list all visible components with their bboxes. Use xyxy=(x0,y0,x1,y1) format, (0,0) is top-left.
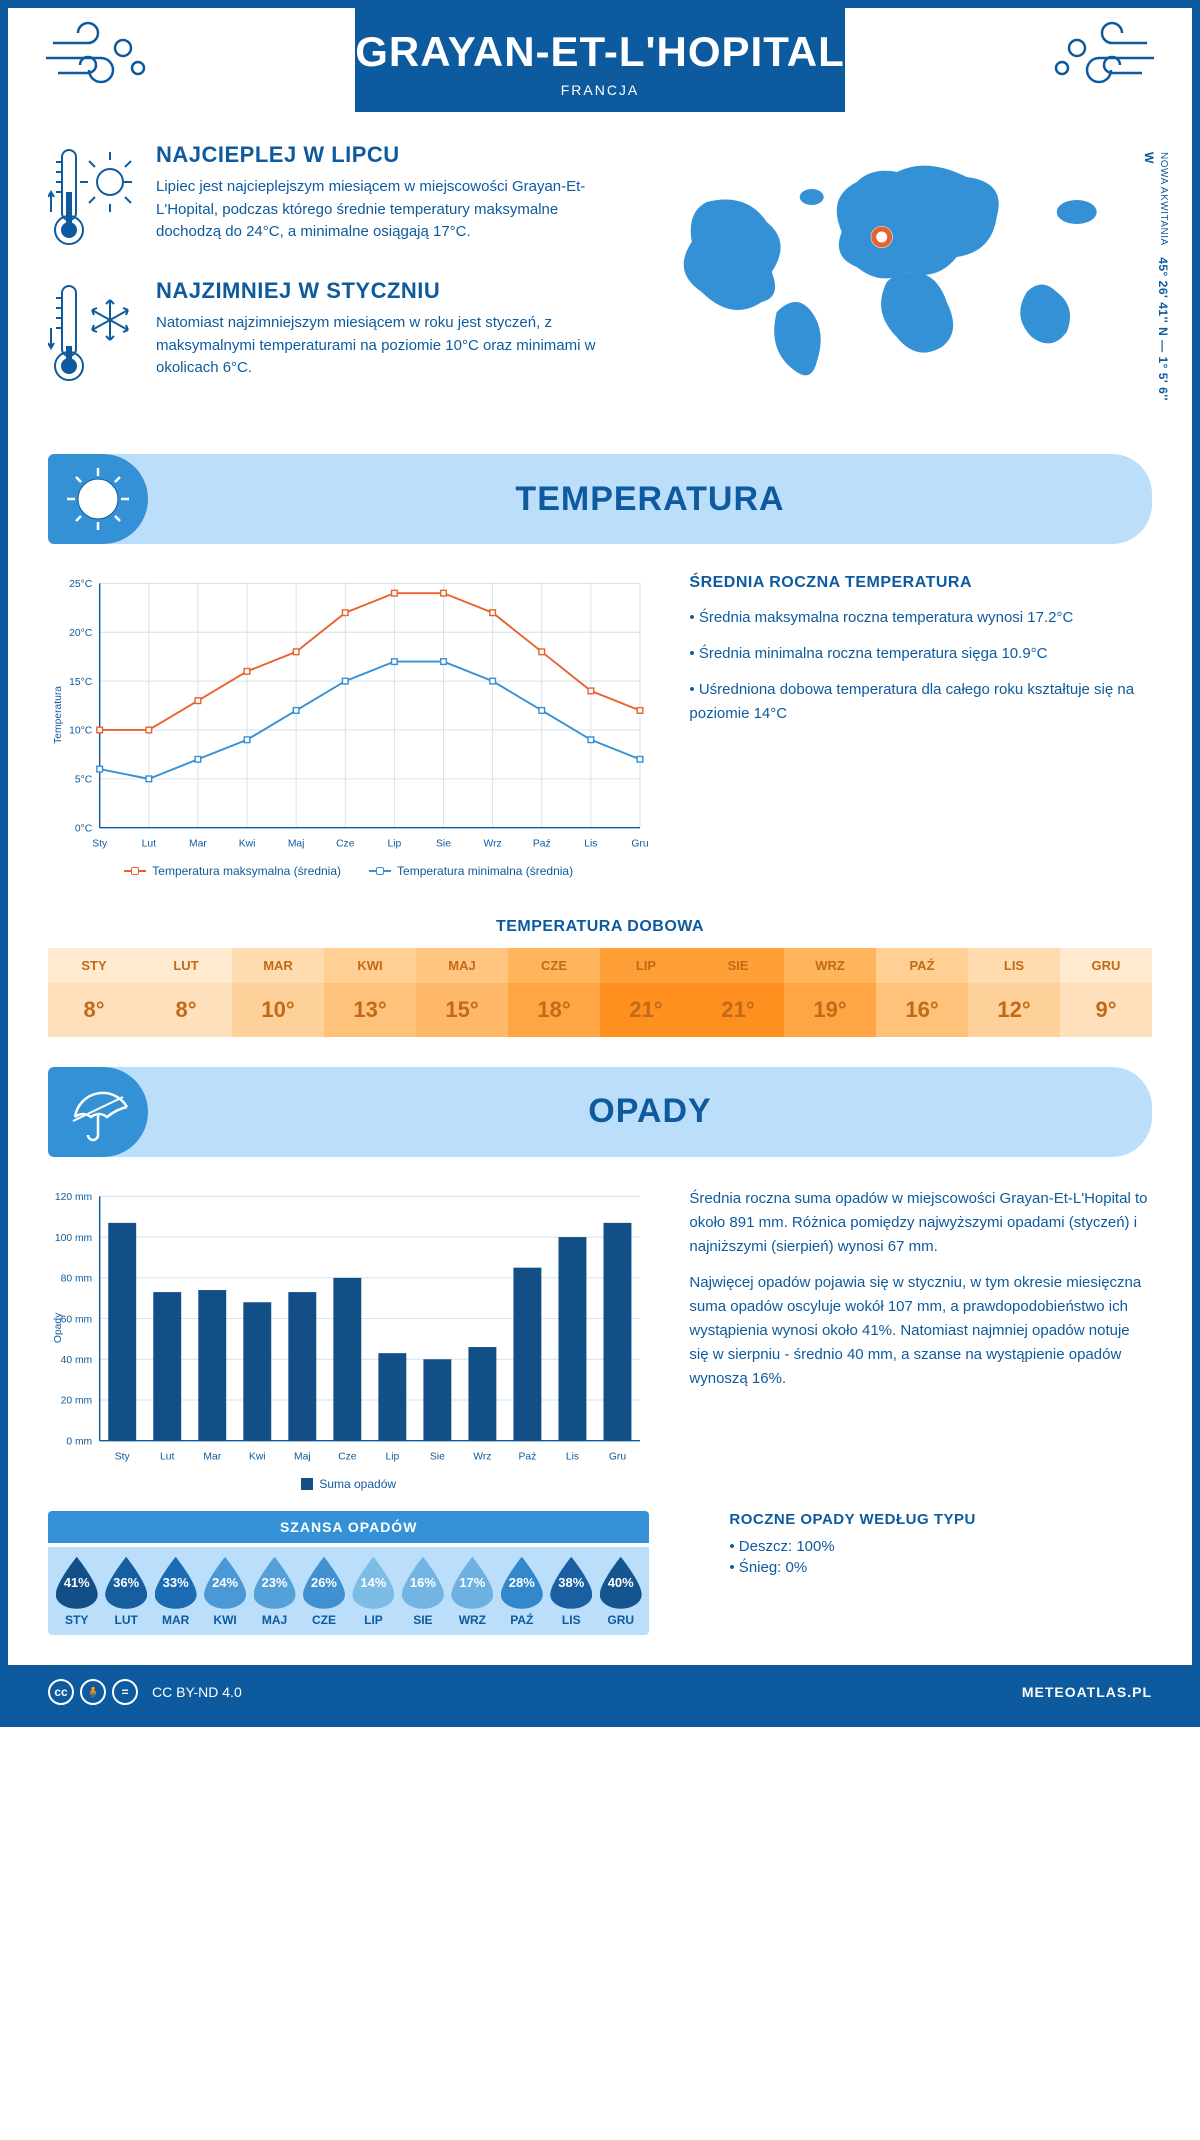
header-banner: GRAYAN-ET-L'HOPITAL FRANCJA xyxy=(355,8,844,112)
by-icon: 🧍 xyxy=(80,1679,106,1705)
svg-text:Lip: Lip xyxy=(385,1451,399,1462)
svg-text:Kwi: Kwi xyxy=(239,838,256,849)
svg-text:Gru: Gru xyxy=(631,838,648,849)
page-title: GRAYAN-ET-L'HOPITAL xyxy=(355,28,844,76)
svg-text:20 mm: 20 mm xyxy=(61,1396,93,1407)
umbrella-icon xyxy=(48,1067,148,1157)
cold-text: Natomiast najzimniejszym miesiącem w rok… xyxy=(156,312,611,380)
svg-text:15°C: 15°C xyxy=(69,677,93,688)
svg-text:Sty: Sty xyxy=(92,838,108,849)
precip-text-1: Średnia roczna suma opadów w miejscowośc… xyxy=(689,1187,1152,1259)
svg-text:Lis: Lis xyxy=(566,1451,579,1462)
precip-types-title: ROCZNE OPADY WEDŁUG TYPU xyxy=(729,1511,1112,1528)
svg-text:Kwi: Kwi xyxy=(249,1451,266,1462)
svg-text:Mar: Mar xyxy=(189,838,207,849)
svg-text:25°C: 25°C xyxy=(69,579,93,590)
footer: cc 🧍 = CC BY-ND 4.0 METEOATLAS.PL xyxy=(8,1665,1192,1719)
wind-icon xyxy=(1042,18,1162,98)
license-label: CC BY-ND 4.0 xyxy=(152,1684,242,1700)
svg-text:5°C: 5°C xyxy=(75,775,93,786)
svg-text:80 mm: 80 mm xyxy=(61,1273,93,1284)
svg-text:100 mm: 100 mm xyxy=(55,1233,92,1244)
nd-icon: = xyxy=(112,1679,138,1705)
daily-temp-title: TEMPERATURA DOBOWA xyxy=(8,918,1192,936)
precipitation-bar-chart: 0 mm 20 mm 40 mm 60 mm 80 mm 100 mm 120 mm Opad… xyxy=(48,1187,649,1469)
temp-avg-title: ŚREDNIA ROCZNA TEMPERATURA xyxy=(689,574,1152,592)
cold-title: NAJZIMNIEJ W STYCZNIU xyxy=(156,278,611,304)
svg-text:0°C: 0°C xyxy=(75,823,93,834)
precip-types-list: • Deszcz: 100%• Śnieg: 0% xyxy=(729,1538,1112,1576)
svg-text:Sie: Sie xyxy=(430,1451,445,1462)
svg-text:10°C: 10°C xyxy=(69,726,93,737)
svg-text:20°C: 20°C xyxy=(69,628,93,639)
svg-text:Gru: Gru xyxy=(609,1451,626,1462)
svg-text:Lut: Lut xyxy=(160,1451,174,1462)
svg-text:Lip: Lip xyxy=(387,838,401,849)
svg-text:40 mm: 40 mm xyxy=(61,1355,93,1366)
chance-row: 41%STY36%LUT33%MAR24%KWI23%MAJ26%CZE14%L… xyxy=(48,1547,649,1635)
daily-temp-table: STY8°LUT8°MAR10°KWI13°MAJ15°CZE18°LIP21°… xyxy=(48,948,1152,1037)
svg-text:Sty: Sty xyxy=(115,1451,131,1462)
svg-text:Sie: Sie xyxy=(436,838,451,849)
precip-section-banner: OPADY xyxy=(48,1067,1152,1157)
site-label: METEOATLAS.PL xyxy=(1022,1684,1152,1700)
svg-text:Paź: Paź xyxy=(533,838,551,849)
sun-icon xyxy=(48,454,148,544)
precip-text-2: Najwięcej opadów pojawia się w styczniu,… xyxy=(689,1271,1152,1391)
world-map-icon xyxy=(641,142,1152,402)
warm-title: NAJCIEPLEJ W LIPCU xyxy=(156,142,611,168)
svg-text:Temperatura: Temperatura xyxy=(53,686,64,744)
coords-label: NOWA AKWITANIA 45° 26' 41'' N — 1° 5' 6'… xyxy=(1142,152,1170,414)
svg-text:Maj: Maj xyxy=(294,1451,311,1462)
svg-text:60 mm: 60 mm xyxy=(61,1314,93,1325)
svg-text:0 mm: 0 mm xyxy=(66,1436,92,1447)
wind-icon xyxy=(38,18,158,98)
svg-text:Lis: Lis xyxy=(584,838,597,849)
svg-text:Wrz: Wrz xyxy=(473,1451,491,1462)
chance-title: SZANSA OPADÓW xyxy=(48,1511,649,1543)
svg-text:Maj: Maj xyxy=(288,838,305,849)
thermometer-cold-icon xyxy=(48,278,138,388)
temp-section-banner: TEMPERATURA xyxy=(48,454,1152,544)
svg-text:Mar: Mar xyxy=(203,1451,221,1462)
temp-avg-list: Średnia maksymalna roczna temperatura wy… xyxy=(689,606,1152,726)
svg-text:Paź: Paź xyxy=(519,1451,537,1462)
svg-text:Lut: Lut xyxy=(142,838,156,849)
svg-text:Opady: Opady xyxy=(53,1312,64,1343)
svg-text:Wrz: Wrz xyxy=(484,838,502,849)
svg-text:120 mm: 120 mm xyxy=(55,1192,92,1203)
thermometer-hot-icon xyxy=(48,142,138,252)
cc-icon: cc xyxy=(48,1679,74,1705)
svg-text:Cze: Cze xyxy=(336,838,355,849)
svg-text:Cze: Cze xyxy=(338,1451,357,1462)
page-subtitle: FRANCJA xyxy=(355,82,844,98)
warm-text: Lipiec jest najcieplejszym miesiącem w m… xyxy=(156,176,611,244)
temperature-line-chart: 0°C 5°C 10°C 15°C 20°C 25°C Sty Lut Mar Kwi Maj Cze… xyxy=(48,574,649,856)
